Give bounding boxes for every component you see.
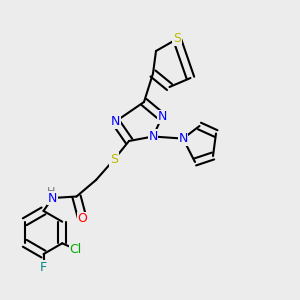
- Text: H: H: [47, 187, 55, 197]
- Text: S: S: [173, 32, 181, 46]
- Text: N: N: [178, 132, 188, 145]
- Text: N: N: [111, 115, 120, 128]
- Text: N: N: [157, 110, 167, 124]
- Text: Cl: Cl: [70, 243, 82, 256]
- Text: S: S: [110, 153, 118, 166]
- Text: N: N: [48, 191, 57, 205]
- Text: F: F: [40, 261, 47, 274]
- Text: O: O: [78, 212, 87, 226]
- Text: N: N: [148, 130, 158, 143]
